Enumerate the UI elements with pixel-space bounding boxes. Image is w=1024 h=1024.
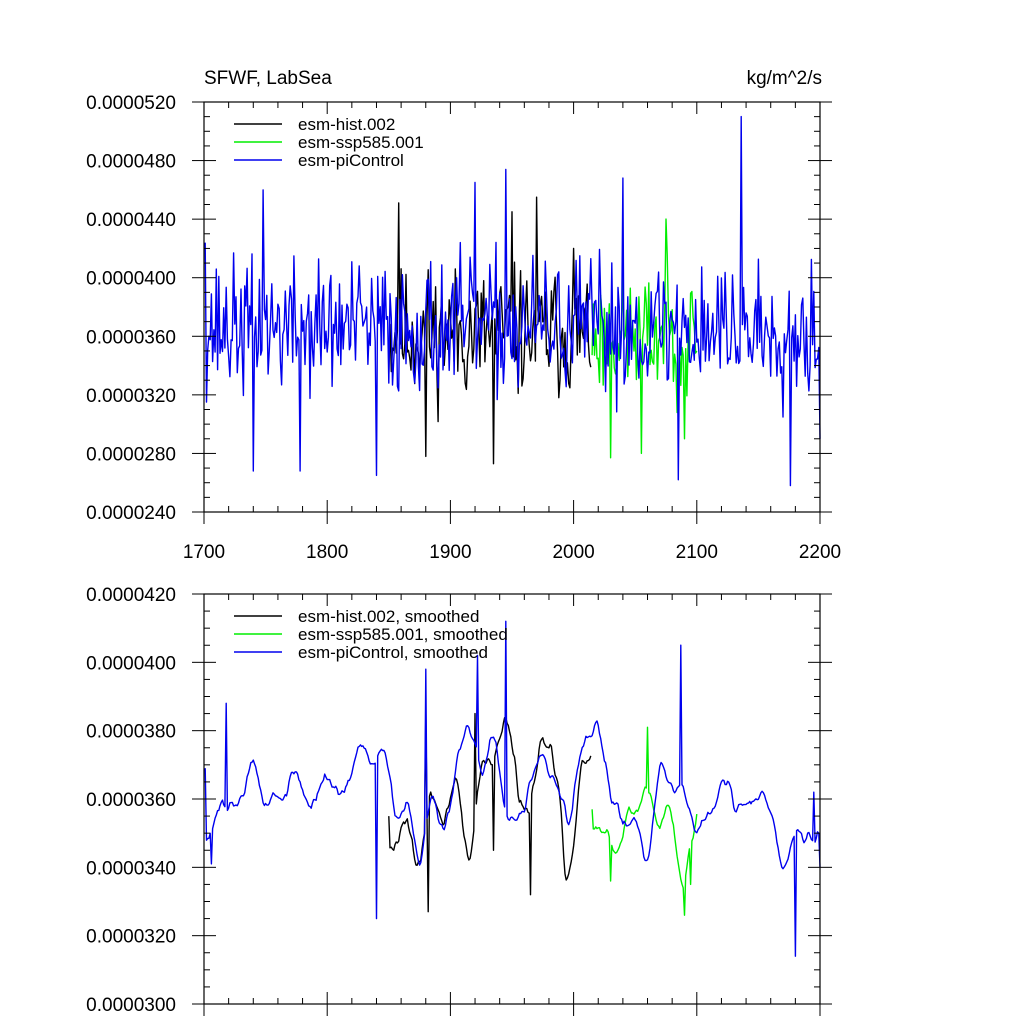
bottom-panel-ticks: 0.0000300 0.0000320 0.0000340 0.0000360 0.00… (86, 585, 832, 1016)
y-tick-label: 0.0000300 (86, 995, 176, 1016)
y-tick-label: 0.0000420 (86, 585, 176, 606)
y-tick-label: 0.0000320 (86, 927, 176, 948)
legend-label-3: esm-piControl, smoothed (298, 643, 488, 662)
y-tick-label: 0.0000400 (86, 653, 176, 674)
y-tick-label: 0.0000360 (86, 327, 176, 348)
series-line-1 (388, 712, 592, 913)
top-panel-units: kg/m^2/s (747, 68, 822, 89)
y-tick-label: 0.0000240 (86, 503, 176, 524)
y-tick-label: 0.0000340 (86, 858, 176, 879)
legend-label-2: esm-ssp585.001 (298, 133, 424, 152)
bottom-panel-series (204, 620, 821, 957)
legend-label-1: esm-hist.002 (298, 115, 395, 134)
y-tick-label: 0.0000400 (86, 269, 176, 290)
x-tick-label: 2000 (552, 542, 594, 563)
y-tick-label: 0.0000320 (86, 386, 176, 407)
x-tick-label: 2100 (676, 542, 718, 563)
series-line-1 (388, 196, 592, 465)
y-tick-label: 0.0000360 (86, 790, 176, 811)
bottom-panel: 0.0000300 0.0000320 0.0000340 0.0000360 0.00… (86, 585, 832, 1016)
y-tick-label: 0.0000480 (86, 152, 176, 173)
series-line-3 (204, 115, 821, 487)
top-panel-ticks: 1700 1800 1900 2000 2100 2200 0.0000240 0.00002… (86, 93, 841, 563)
series-line-3 (204, 620, 821, 957)
y-tick-label: 0.0000280 (86, 444, 176, 465)
top-panel-title: SFWF, LabSea (204, 68, 332, 89)
x-tick-label: 1800 (306, 542, 348, 563)
y-tick-label: 0.0000520 (86, 93, 176, 114)
x-tick-label: 1700 (183, 542, 225, 563)
y-tick-label: 0.0000440 (86, 210, 176, 231)
top-panel-series (204, 115, 821, 487)
series-line-2 (591, 726, 698, 916)
legend-label-2: esm-ssp585.001, smoothed (298, 625, 508, 644)
legend-label-3: esm-piControl (298, 151, 404, 170)
x-tick-label: 2200 (799, 542, 841, 563)
y-tick-label: 0.0000380 (86, 722, 176, 743)
legend-label-1: esm-hist.002, smoothed (298, 607, 479, 626)
x-tick-label: 1900 (429, 542, 471, 563)
top-panel-frame (203, 101, 821, 513)
top-panel: SFWF, LabSea kg/m^2/s 1700 1800 1900 2000 21… (86, 68, 841, 563)
bottom-panel-frame (203, 593, 821, 1005)
